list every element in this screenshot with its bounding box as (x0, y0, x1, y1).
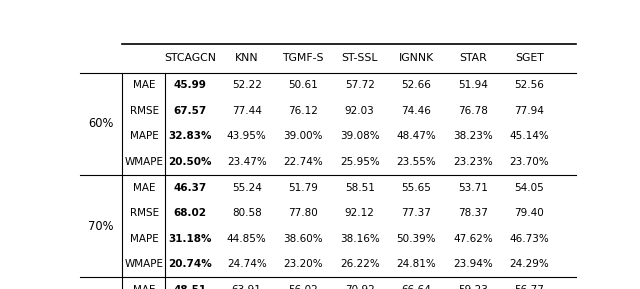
Text: SGET: SGET (515, 53, 544, 63)
Text: 80.58: 80.58 (232, 208, 262, 218)
Text: WMAPE: WMAPE (125, 157, 164, 167)
Text: 60%: 60% (88, 117, 113, 130)
Text: 77.80: 77.80 (289, 208, 318, 218)
Text: 39.08%: 39.08% (340, 131, 380, 142)
Text: 50.39%: 50.39% (396, 234, 436, 244)
Text: 51.79: 51.79 (288, 183, 318, 193)
Text: 67.57: 67.57 (173, 106, 207, 116)
Text: 92.12: 92.12 (345, 208, 374, 218)
Text: 31.18%: 31.18% (168, 234, 212, 244)
Text: 52.22: 52.22 (232, 80, 262, 90)
Text: 45.14%: 45.14% (509, 131, 549, 142)
Text: 74.46: 74.46 (401, 106, 431, 116)
Text: 47.62%: 47.62% (453, 234, 493, 244)
Text: 24.81%: 24.81% (396, 260, 436, 269)
Text: 32.83%: 32.83% (168, 131, 212, 142)
Text: 24.29%: 24.29% (509, 260, 549, 269)
Text: 54.05: 54.05 (515, 183, 544, 193)
Text: MAPE: MAPE (130, 234, 159, 244)
Text: 24.74%: 24.74% (227, 260, 266, 269)
Text: 20.74%: 20.74% (168, 260, 212, 269)
Text: 23.70%: 23.70% (509, 157, 549, 167)
Text: 23.23%: 23.23% (453, 157, 493, 167)
Text: 58.51: 58.51 (345, 183, 374, 193)
Text: STAR: STAR (459, 53, 486, 63)
Text: 52.66: 52.66 (401, 80, 431, 90)
Text: MAE: MAE (133, 285, 156, 289)
Text: 76.78: 76.78 (458, 106, 488, 116)
Text: 23.20%: 23.20% (284, 260, 323, 269)
Text: 79.40: 79.40 (515, 208, 544, 218)
Text: MAE: MAE (133, 80, 156, 90)
Text: RMSE: RMSE (130, 208, 159, 218)
Text: IGNNK: IGNNK (399, 53, 434, 63)
Text: 56.02: 56.02 (289, 285, 318, 289)
Text: 53.71: 53.71 (458, 183, 488, 193)
Text: 57.72: 57.72 (345, 80, 374, 90)
Text: 39.00%: 39.00% (284, 131, 323, 142)
Text: 70%: 70% (88, 220, 113, 233)
Text: 20.50%: 20.50% (168, 157, 212, 167)
Text: 22.74%: 22.74% (284, 157, 323, 167)
Text: 70.92: 70.92 (345, 285, 374, 289)
Text: 59.23: 59.23 (458, 285, 488, 289)
Text: 48.51: 48.51 (173, 285, 207, 289)
Text: 46.37: 46.37 (173, 183, 207, 193)
Text: 23.55%: 23.55% (396, 157, 436, 167)
Text: WMAPE: WMAPE (125, 260, 164, 269)
Text: MAE: MAE (133, 183, 156, 193)
Text: 77.94: 77.94 (515, 106, 544, 116)
Text: 92.03: 92.03 (345, 106, 374, 116)
Text: TGMF-S: TGMF-S (282, 53, 324, 63)
Text: 25.95%: 25.95% (340, 157, 380, 167)
Text: 26.22%: 26.22% (340, 260, 380, 269)
Text: 51.94: 51.94 (458, 80, 488, 90)
Text: 43.95%: 43.95% (227, 131, 266, 142)
Text: 38.23%: 38.23% (453, 131, 493, 142)
Text: MAPE: MAPE (130, 131, 159, 142)
Text: 77.37: 77.37 (401, 208, 431, 218)
Text: 55.24: 55.24 (232, 183, 262, 193)
Text: 50.61: 50.61 (289, 80, 318, 90)
Text: 23.94%: 23.94% (453, 260, 493, 269)
Text: 48.47%: 48.47% (396, 131, 436, 142)
Text: ST-SSL: ST-SSL (342, 53, 378, 63)
Text: 77.44: 77.44 (232, 106, 262, 116)
Text: 44.85%: 44.85% (227, 234, 266, 244)
Text: 52.56: 52.56 (515, 80, 544, 90)
Text: KNN: KNN (235, 53, 259, 63)
Text: 56.77: 56.77 (515, 285, 544, 289)
Text: 55.65: 55.65 (401, 183, 431, 193)
Text: 46.73%: 46.73% (509, 234, 549, 244)
Text: 23.47%: 23.47% (227, 157, 266, 167)
Text: 38.16%: 38.16% (340, 234, 380, 244)
Text: 78.37: 78.37 (458, 208, 488, 218)
Text: 68.02: 68.02 (173, 208, 207, 218)
Text: STCAGCN: STCAGCN (164, 53, 216, 63)
Text: RMSE: RMSE (130, 106, 159, 116)
Text: 66.64: 66.64 (401, 285, 431, 289)
Text: 76.12: 76.12 (288, 106, 318, 116)
Text: 63.91: 63.91 (232, 285, 262, 289)
Text: 38.60%: 38.60% (284, 234, 323, 244)
Text: 45.99: 45.99 (173, 80, 207, 90)
